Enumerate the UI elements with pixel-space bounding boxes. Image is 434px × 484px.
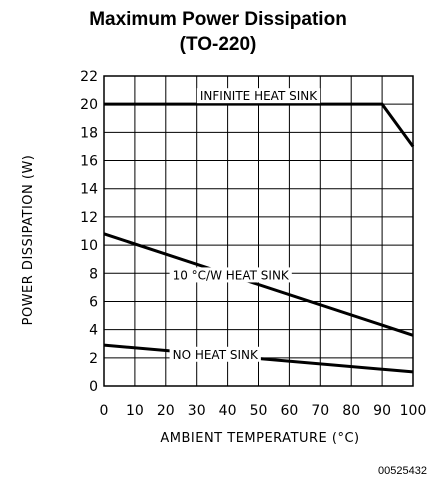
y-tick-label: 22 (80, 69, 98, 85)
x-tick-label: 60 (280, 403, 298, 419)
y-tick-label: 12 (80, 210, 98, 226)
chart-title: Maximum Power Dissipation (89, 9, 347, 30)
x-tick-label: 10 (126, 403, 144, 419)
series-labels: INFINITE HEAT SINK 10 °C/W HEAT SINK NO HE… (169, 88, 321, 362)
series-label: INFINITE HEAT SINK (200, 89, 318, 103)
y-tick-label: 16 (80, 154, 98, 170)
y-tick-label: 6 (89, 294, 98, 310)
y-tick-label: 10 (80, 238, 98, 254)
series-line (103, 232, 414, 337)
x-tick-label: 100 (400, 403, 427, 419)
reference-number: 00525432 (378, 465, 427, 477)
y-tick-label: 4 (89, 323, 98, 339)
plot-frame (103, 75, 414, 387)
y-tick-label: 14 (80, 182, 98, 198)
y-tick-label: 8 (89, 266, 98, 282)
y-tick-label: 2 (89, 351, 98, 367)
x-axis-label: AMBIENT TEMPERATURE (°C) (160, 431, 359, 446)
series-label-background (169, 267, 292, 283)
y-tick-label: 18 (80, 125, 98, 141)
x-tick-label: 80 (342, 403, 360, 419)
series-label-background (196, 88, 321, 104)
x-tick-label: 20 (157, 403, 175, 419)
chart-subtitle: (TO-220) (180, 34, 257, 55)
series-label-background (169, 346, 261, 362)
x-axis-ticks: 0 10 20 30 40 50 60 70 80 90 100 (100, 403, 427, 419)
series-label: 10 °C/W HEAT SINK (173, 268, 290, 282)
series-line (104, 102, 415, 148)
series-label: NO HEAT SINK (173, 348, 259, 362)
plot-grid (103, 75, 414, 387)
y-tick-label: 20 (80, 97, 98, 113)
y-axis-ticks: 0 2 4 6 8 10 12 14 16 18 20 22 (80, 69, 98, 395)
y-axis-label: POWER DISSIPATION (W) (21, 155, 36, 326)
x-tick-label: 70 (311, 403, 329, 419)
x-tick-label: 50 (250, 403, 268, 419)
x-tick-label: 40 (219, 403, 237, 419)
x-tick-label: 90 (373, 403, 391, 419)
x-tick-label: 0 (100, 403, 109, 419)
y-tick-label: 0 (89, 379, 98, 395)
x-tick-label: 30 (188, 403, 206, 419)
